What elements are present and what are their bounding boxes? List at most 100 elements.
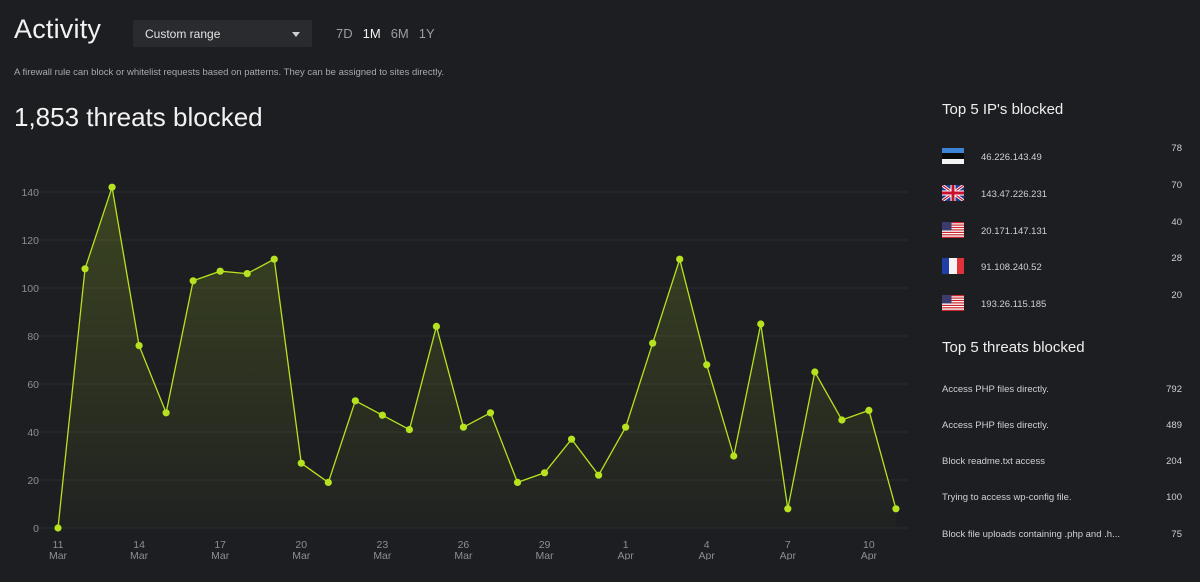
threat-name: Access PHP files directly. xyxy=(942,420,1049,431)
ip-row: 193.26.115.185 20 xyxy=(942,290,1182,315)
x-tick-label-day: 1 xyxy=(623,539,629,551)
period-tabs: 7D 1M 6M 1Y xyxy=(336,26,435,41)
threat-row: Trying to access wp-config file. 100 xyxy=(942,492,1182,506)
data-point xyxy=(324,478,332,486)
threat-row: Access PHP files directly. 489 xyxy=(942,420,1182,434)
estonia-flag-icon xyxy=(942,148,964,164)
data-point xyxy=(270,255,278,263)
data-point xyxy=(351,397,359,405)
y-tick-label: 40 xyxy=(27,427,39,439)
data-point xyxy=(81,265,89,273)
ip-address: 143.47.226.231 xyxy=(981,189,1048,200)
x-tick-label-month: Apr xyxy=(699,550,716,560)
data-point xyxy=(703,361,711,369)
data-point xyxy=(757,320,765,328)
y-tick-label: 80 xyxy=(27,331,39,343)
ip-count: 40 xyxy=(1171,217,1182,228)
data-point xyxy=(730,452,738,460)
x-tick-label-day: 10 xyxy=(863,539,875,551)
data-point xyxy=(676,255,684,263)
threats-chart: 02040608010012014011Mar14Mar17Mar20Mar23… xyxy=(21,183,908,560)
ip-row: 20.171.147.131 40 xyxy=(942,217,1182,242)
ip-address: 91.108.240.52 xyxy=(981,262,1042,273)
threat-count: 75 xyxy=(1171,529,1182,540)
period-tab-6m[interactable]: 6M xyxy=(390,26,409,41)
threat-name: Block readme.txt access xyxy=(942,456,1045,467)
threat-row: Block readme.txt access 204 xyxy=(942,456,1182,470)
period-tab-1m[interactable]: 1M xyxy=(362,26,381,41)
x-tick-label-month: Mar xyxy=(211,550,230,560)
date-range-select[interactable]: Custom range xyxy=(133,20,312,47)
x-tick-label-day: 29 xyxy=(539,539,551,551)
uk-flag-icon xyxy=(942,185,964,201)
x-tick-label-month: Mar xyxy=(49,550,68,560)
x-tick-label-month: Mar xyxy=(535,550,554,560)
data-point xyxy=(54,524,62,532)
series-line xyxy=(57,186,897,529)
threat-name: Block file uploads containing .php and .… xyxy=(942,529,1120,540)
x-tick-label-month: Mar xyxy=(373,550,392,560)
x-tick-label-month: Apr xyxy=(780,550,797,560)
threat-count: 204 xyxy=(1166,456,1182,467)
ip-count: 78 xyxy=(1171,143,1182,154)
x-tick-label-day: 4 xyxy=(704,539,710,551)
threat-row: Block file uploads containing .php and .… xyxy=(942,529,1182,543)
data-point xyxy=(811,368,819,376)
page-description: A firewall rule can block or whitelist r… xyxy=(14,67,445,78)
ip-row: 91.108.240.52 28 xyxy=(942,253,1182,278)
threat-count: 489 xyxy=(1166,420,1182,431)
x-tick-label-day: 14 xyxy=(133,539,145,551)
data-point xyxy=(567,435,576,443)
data-point xyxy=(892,505,900,513)
threat-name: Access PHP files directly. xyxy=(942,384,1049,395)
period-tab-7d[interactable]: 7D xyxy=(336,26,353,41)
data-point xyxy=(540,469,549,477)
ip-count: 20 xyxy=(1171,290,1182,301)
ip-address: 20.171.147.131 xyxy=(981,226,1048,237)
date-range-value: Custom range xyxy=(145,26,221,41)
page-title: Activity xyxy=(14,14,102,44)
x-tick-label-month: Mar xyxy=(130,550,149,560)
chevron-down-icon xyxy=(292,32,300,37)
ip-address: 193.26.115.185 xyxy=(981,299,1047,310)
ip-row: 143.47.226.231 70 xyxy=(942,180,1182,205)
x-tick-label-day: 26 xyxy=(458,539,470,551)
y-tick-label: 0 xyxy=(33,523,39,535)
x-tick-label-day: 20 xyxy=(295,539,307,551)
ip-count: 28 xyxy=(1171,253,1182,264)
data-point xyxy=(432,322,441,330)
x-tick-label-day: 17 xyxy=(214,539,226,551)
threat-count: 792 xyxy=(1166,384,1182,395)
period-tab-1y[interactable]: 1Y xyxy=(418,26,435,41)
y-tick-label: 60 xyxy=(27,379,39,391)
x-tick-label-day: 11 xyxy=(53,539,64,551)
ip-row: 46.226.143.49 78 xyxy=(942,143,1182,168)
data-point xyxy=(378,411,386,419)
threat-row: Access PHP files directly. 792 xyxy=(942,384,1182,398)
y-tick-label: 100 xyxy=(21,283,39,295)
france-flag-icon xyxy=(942,258,964,274)
data-point xyxy=(459,423,468,431)
threat-count: 100 xyxy=(1166,492,1182,503)
series-area xyxy=(58,187,896,528)
y-tick-label: 140 xyxy=(21,187,39,199)
ip-count: 70 xyxy=(1171,180,1182,191)
top-threats-title: Top 5 threats blocked xyxy=(942,339,1085,356)
data-point xyxy=(595,471,603,479)
y-tick-label: 20 xyxy=(27,475,39,487)
data-point xyxy=(649,339,657,347)
data-point xyxy=(838,416,846,424)
x-tick-label-day: 7 xyxy=(785,539,791,551)
data-point xyxy=(865,406,873,414)
x-tick-label-month: Apr xyxy=(861,550,878,560)
data-point xyxy=(297,459,305,467)
ip-address: 46.226.143.49 xyxy=(981,152,1042,163)
data-point xyxy=(784,505,792,513)
x-tick-label-month: Mar xyxy=(454,550,473,560)
data-point xyxy=(486,409,495,417)
data-point xyxy=(405,426,413,434)
x-tick-label-day: 23 xyxy=(377,539,389,551)
data-point xyxy=(622,423,630,431)
threats-count-headline: 1,853 threats blocked xyxy=(14,102,263,132)
data-point xyxy=(216,267,224,275)
